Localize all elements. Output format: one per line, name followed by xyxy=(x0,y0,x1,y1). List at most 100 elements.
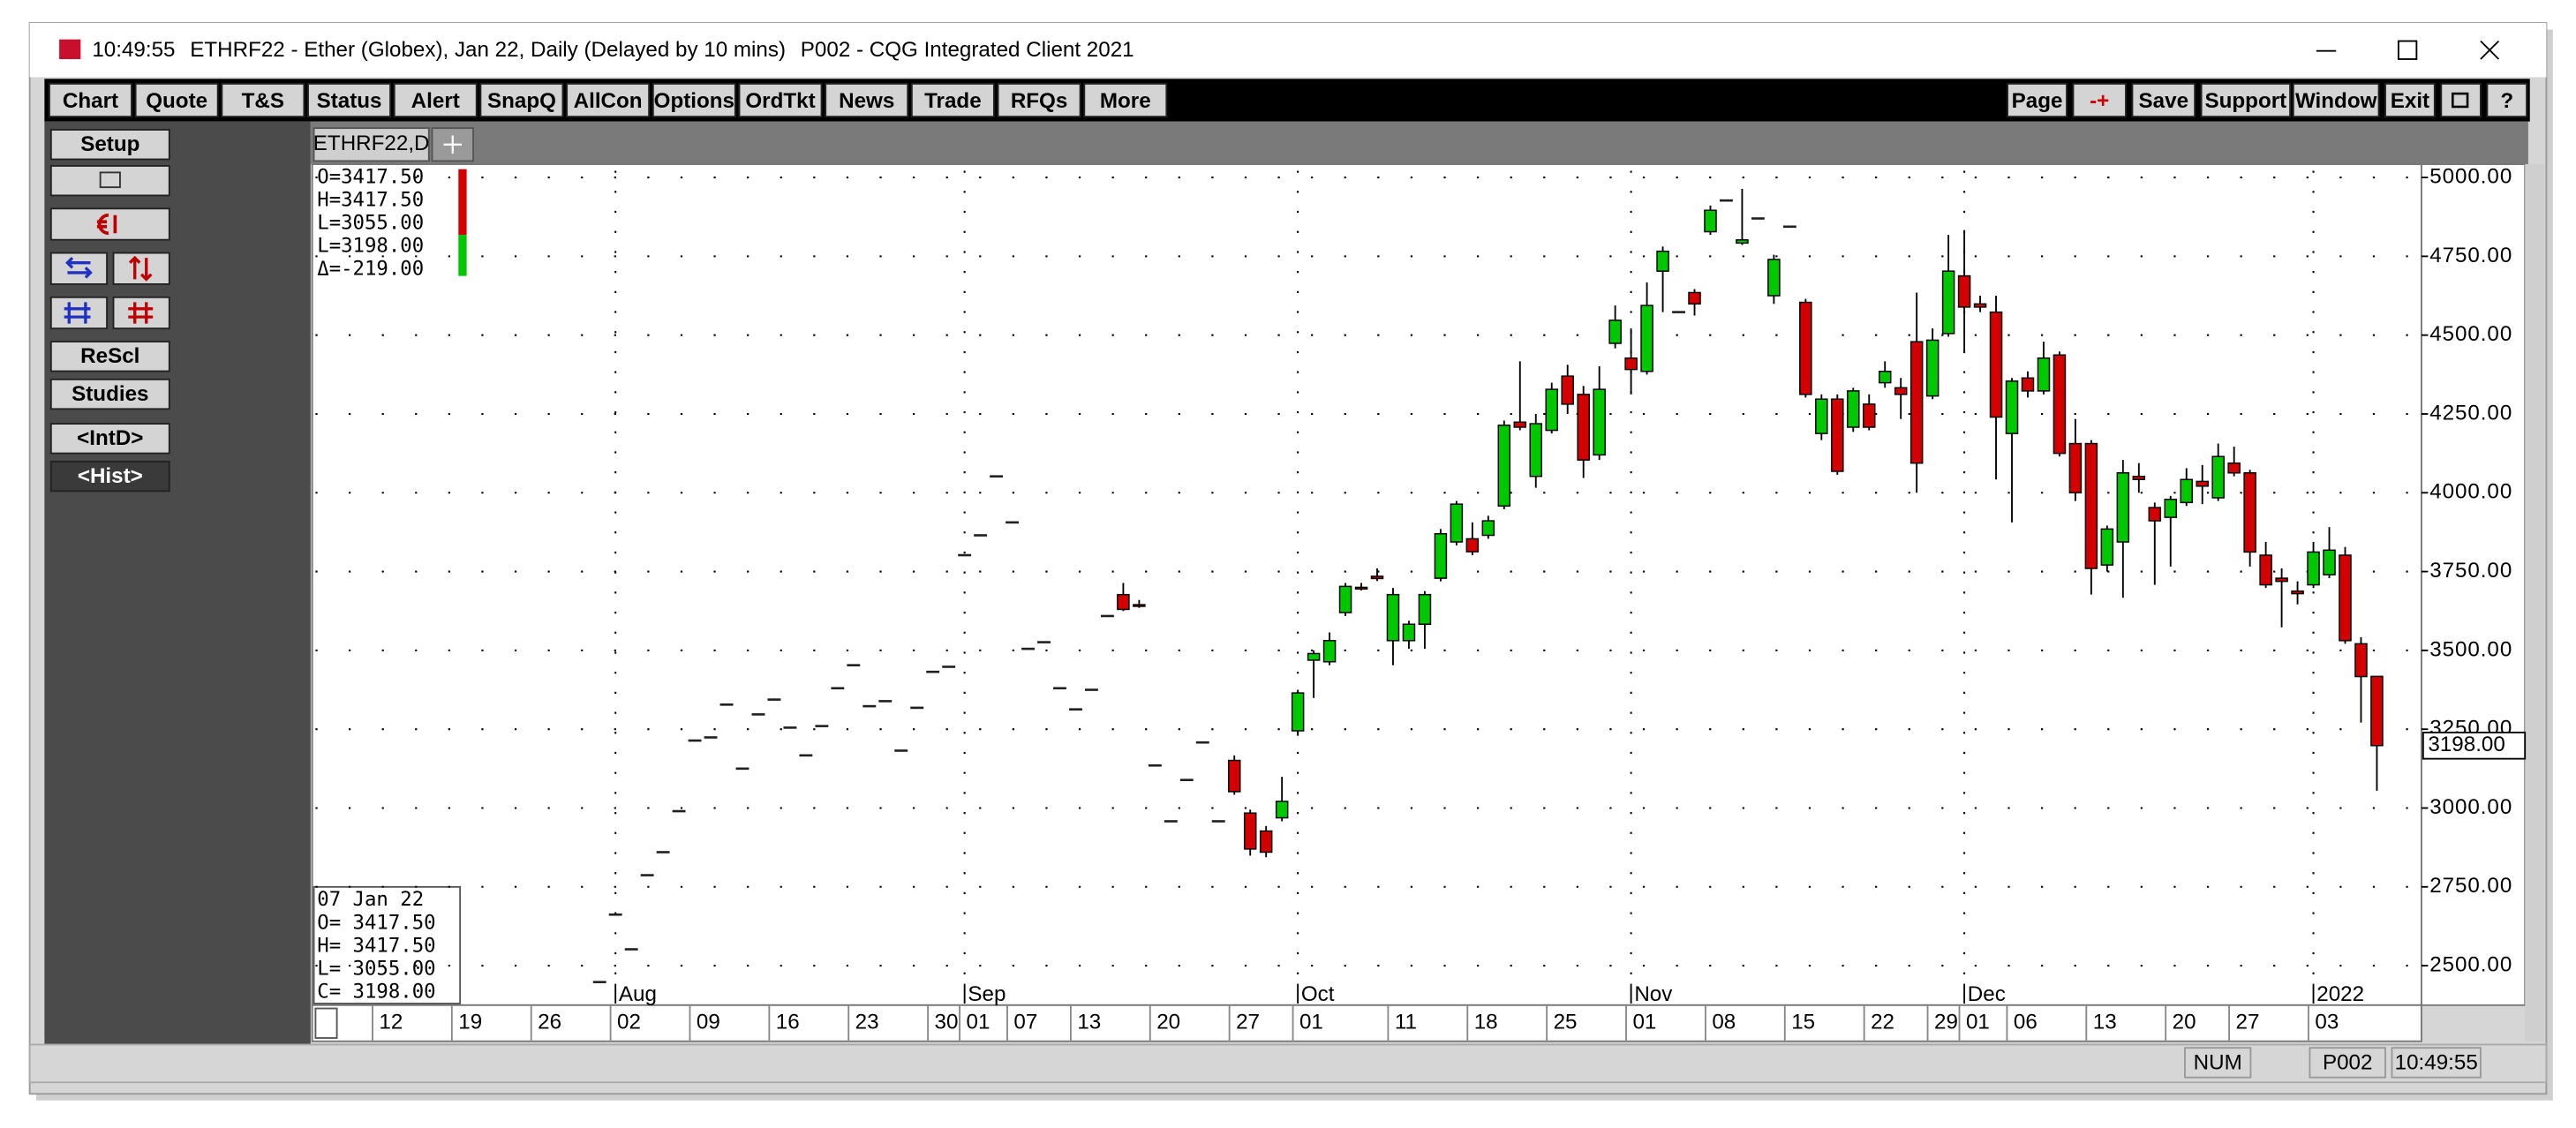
x-tick-label: 07 xyxy=(1013,1011,1037,1034)
candle-body xyxy=(1831,398,1844,472)
toolbar-button-label: AllCon xyxy=(574,89,643,113)
x-tick-label: 01 xyxy=(967,1011,990,1034)
x-tick-label: 11 xyxy=(1395,1011,1417,1034)
help-button[interactable] xyxy=(2486,82,2527,118)
side-button[interactable] xyxy=(49,378,170,410)
candle-body xyxy=(1608,320,1622,344)
zoom-v-button[interactable] xyxy=(112,296,170,330)
toolbar-button[interactable] xyxy=(738,82,823,118)
toolbar-button[interactable] xyxy=(49,82,132,118)
zoom-h-button[interactable] xyxy=(49,296,109,330)
cursor-box-text: 07 Jan 22 xyxy=(317,888,424,911)
scroll-vertical-button[interactable] xyxy=(112,252,170,285)
candle-body xyxy=(1989,311,2003,418)
y-tick-label: 5000.00 xyxy=(2429,164,2512,188)
currency-button[interactable] xyxy=(49,207,170,241)
x-tick-label: 19 xyxy=(458,1011,482,1034)
candle-body xyxy=(1909,341,1924,464)
print-button[interactable] xyxy=(49,165,170,197)
candle-body xyxy=(1259,830,1273,854)
candle-body xyxy=(1736,239,1749,244)
y-tick-label: 3500.00 xyxy=(2429,637,2512,661)
candle-body xyxy=(1481,520,1495,537)
side-button[interactable] xyxy=(49,423,170,455)
candle-body xyxy=(1418,593,1432,625)
toolbar-button[interactable] xyxy=(1083,82,1168,118)
toolbar-button[interactable] xyxy=(2384,82,2436,118)
toolbar-button-label: OrdTkt xyxy=(745,89,815,113)
month-label: Oct xyxy=(1301,982,1335,1006)
ohlc-legend: Δ=-219.00 xyxy=(317,258,424,281)
candle-body xyxy=(2339,554,2352,642)
toolbar-button[interactable] xyxy=(221,82,305,118)
side-button[interactable] xyxy=(49,460,170,493)
cursor-box xyxy=(313,885,462,1004)
side-button-label: ReScl xyxy=(80,344,139,368)
toolbar-button[interactable] xyxy=(2072,82,2127,118)
toolbar-button[interactable] xyxy=(2292,82,2380,118)
month-label: Dec xyxy=(1968,982,2006,1006)
ohlc-legend: H=3417.50 xyxy=(317,189,424,212)
ohlc-legend: L=3055.00 xyxy=(317,212,424,235)
x-tick-label: 13 xyxy=(1077,1011,1101,1034)
toolbar-button-label: Alert xyxy=(411,89,460,113)
candle-body xyxy=(2370,675,2384,747)
x-tick-label: 22 xyxy=(1871,1011,1894,1034)
side-button-label: <IntD> xyxy=(77,426,143,450)
candle-body xyxy=(1386,593,1400,642)
status-field xyxy=(2391,1047,2482,1079)
toolbar-button[interactable] xyxy=(825,82,909,118)
candle-body xyxy=(1847,390,1860,428)
restore-icon xyxy=(2452,92,2469,109)
toolbar-button[interactable] xyxy=(393,82,478,118)
scroll-left-button[interactable] xyxy=(49,252,109,285)
candle-body xyxy=(1497,425,1511,508)
side-button[interactable] xyxy=(49,341,170,372)
close-button[interactable] xyxy=(2480,40,2500,60)
side-button-label: Setup xyxy=(80,132,139,156)
toolbar-button[interactable] xyxy=(566,82,651,118)
window-title: ETHRF22 - Ether (Globex), Jan 22, Daily … xyxy=(190,38,786,62)
maximize-button[interactable] xyxy=(2397,40,2418,60)
x-tick-label: 26 xyxy=(538,1011,561,1034)
window-title: 10:49:55 xyxy=(92,38,175,62)
toolbar-button[interactable] xyxy=(2200,82,2292,118)
toolbar-button[interactable] xyxy=(134,82,219,118)
toolbar-button[interactable] xyxy=(2131,82,2196,118)
side-button[interactable] xyxy=(49,129,170,161)
candle-body xyxy=(1307,652,1321,661)
zoom-v-icon xyxy=(128,302,154,324)
x-tick-label: 29 xyxy=(1934,1011,1958,1034)
x-tick-label: 09 xyxy=(697,1011,720,1034)
toolbar-button[interactable] xyxy=(307,82,392,118)
candle-body xyxy=(1513,421,1527,428)
ohlc-legend: L=3198.00 xyxy=(317,235,424,258)
x-tick-label: 03 xyxy=(2315,1011,2339,1034)
candle-body xyxy=(2307,551,2320,586)
cursor-box-text: O= 3417.50 xyxy=(317,911,435,934)
candle-body xyxy=(1529,423,1543,478)
candle-body xyxy=(1973,303,1987,308)
candle-body xyxy=(2180,478,2194,504)
toolbar-button[interactable] xyxy=(997,82,1081,118)
candle-body xyxy=(2037,357,2051,392)
toolbar-button[interactable] xyxy=(652,82,736,118)
x-tick-label: 13 xyxy=(2093,1011,2117,1034)
toolbar-button[interactable] xyxy=(2007,82,2068,118)
restore-button[interactable] xyxy=(2440,82,2482,118)
toolbar-button[interactable] xyxy=(910,82,995,118)
toolbar-button[interactable] xyxy=(479,82,564,118)
toolbar-button-label: Page xyxy=(2012,89,2063,113)
toolbar-button-label: News xyxy=(839,89,894,113)
tab[interactable] xyxy=(313,127,430,162)
candle-body xyxy=(1957,274,1971,308)
status-text: NUM xyxy=(2194,1050,2242,1074)
currency-icon xyxy=(96,213,117,236)
print-icon xyxy=(99,171,121,189)
month-label: Nov xyxy=(1634,982,1673,1006)
candle-body xyxy=(2116,472,2130,543)
zoom-h-icon xyxy=(64,302,91,324)
candle-body xyxy=(2021,377,2035,392)
candle-body xyxy=(2005,380,2019,434)
